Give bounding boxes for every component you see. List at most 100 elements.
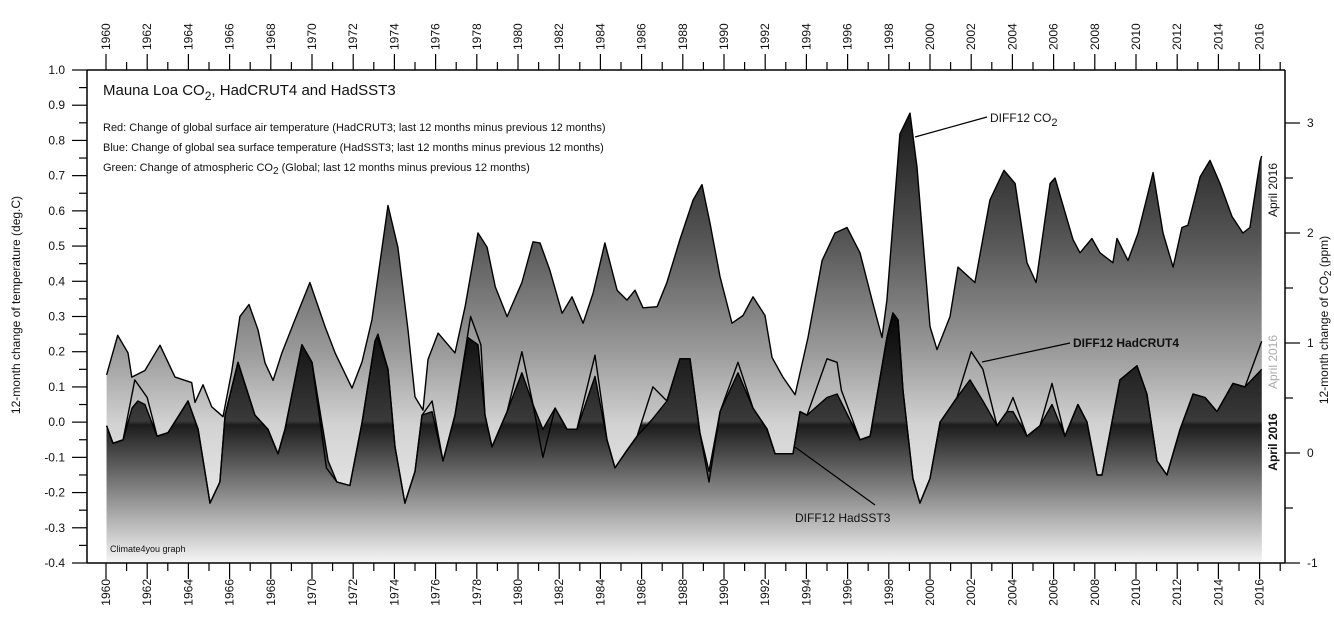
x-tick-label-top: 1966 xyxy=(223,23,237,50)
x-tick-label-bottom: 2016 xyxy=(1253,579,1267,606)
title-post: , HadCRUT4 and HadSST3 xyxy=(211,82,395,99)
x-tick-label-top: 1982 xyxy=(552,23,566,50)
right-title-sub: 2 xyxy=(1323,270,1334,276)
y-tick-label-left: 0.9 xyxy=(48,98,65,112)
x-tick-label-bottom: 1990 xyxy=(717,579,731,606)
x-tick-label-top: 1976 xyxy=(429,23,443,50)
x-tick-label-bottom: 1984 xyxy=(593,579,607,606)
x-tick-label-top: 2014 xyxy=(1211,23,1225,50)
y-tick-label-left: 0.8 xyxy=(48,133,65,147)
y-tick-label-right: 0 xyxy=(1307,446,1314,460)
y-tick-label-left: 0.3 xyxy=(48,310,65,324)
y-tick-label-left: 0.7 xyxy=(48,169,65,183)
x-tick-label-top: 1988 xyxy=(676,23,690,50)
x-tick-label-bottom: 2014 xyxy=(1211,579,1225,606)
x-tick-label-top: 1968 xyxy=(264,23,278,50)
end-label-hadcrut4: April 2016 xyxy=(1266,335,1280,389)
x-tick-label-top: 2000 xyxy=(923,23,937,50)
line-hadsst3 xyxy=(105,312,1263,504)
annot-co2-pre: DIFF12 CO xyxy=(990,111,1051,125)
end-label-co2: April 2016 xyxy=(1266,163,1280,217)
x-tick-label-top: 2004 xyxy=(1005,23,1019,50)
annot-co2-sub: 2 xyxy=(1051,117,1057,129)
x-tick-label-top: 1980 xyxy=(511,23,525,50)
x-tick-label-top: 1960 xyxy=(99,23,113,50)
chart-title: Mauna Loa CO2, HadCRUT4 and HadSST3 xyxy=(103,82,396,103)
end-label-hadsst3: April 2016 xyxy=(1266,413,1280,471)
y-tick-label-left: -0.3 xyxy=(44,521,65,535)
annotation-leader-hadsst3 xyxy=(794,446,876,506)
line-co2 xyxy=(105,112,1263,418)
y-axis-right-title: 12-month change of CO2 (ppm) xyxy=(1317,236,1334,404)
x-tick-label-bottom: 1982 xyxy=(552,579,566,606)
y-tick-label-right: 1 xyxy=(1307,336,1314,350)
y-tick-label-left: 0.4 xyxy=(48,274,65,288)
x-tick-label-bottom: 1962 xyxy=(140,579,154,606)
title-sub: 2 xyxy=(205,89,212,103)
x-tick-label-bottom: 1994 xyxy=(799,579,813,606)
annotation-leader-co2 xyxy=(914,116,988,138)
y-tick-label-left: -0.4 xyxy=(44,556,65,570)
x-tick-label-bottom: 1972 xyxy=(346,579,360,606)
legend-green-post: (Global; last 12 months minus previous 1… xyxy=(279,162,530,174)
legend-red: Red: Change of global surface air temper… xyxy=(103,122,606,134)
annotation-hadsst3: DIFF12 HadSST3 xyxy=(795,511,891,525)
title-pre: Mauna Loa CO xyxy=(103,82,205,99)
x-tick-label-top: 2012 xyxy=(1170,23,1184,50)
x-tick-label-top: 1964 xyxy=(181,23,195,50)
x-tick-label-bottom: 1988 xyxy=(676,579,690,606)
x-tick-label-bottom: 1974 xyxy=(387,579,401,606)
y-tick-label-left: -0.1 xyxy=(44,450,65,464)
x-tick-label-bottom: 1996 xyxy=(841,579,855,606)
y-axis-left-title: 12-month change of temperature (deg.C) xyxy=(9,196,23,414)
x-tick-label-bottom: 1964 xyxy=(181,579,195,606)
y-tick-label-left: 0.6 xyxy=(48,204,65,218)
y-tick-label-right: 2 xyxy=(1307,226,1314,240)
y-tick-label-left: 0.2 xyxy=(48,345,65,359)
x-tick-label-top: 1974 xyxy=(387,23,401,50)
x-tick-label-top: 1994 xyxy=(799,23,813,50)
x-tick-label-top: 1978 xyxy=(470,23,484,50)
x-tick-label-bottom: 2008 xyxy=(1088,579,1102,606)
x-tick-label-bottom: 2004 xyxy=(1005,579,1019,606)
y-tick-label-left: 1.0 xyxy=(48,63,65,77)
legend-green: Green: Change of atmospheric CO2 (Global… xyxy=(103,162,530,177)
x-tick-label-top: 1970 xyxy=(305,23,319,50)
plot-area xyxy=(105,112,1263,563)
annotation-leader-hadcrut4 xyxy=(981,342,1071,363)
x-tick-label-bottom: 1960 xyxy=(99,579,113,606)
x-tick-label-top: 1986 xyxy=(635,23,649,50)
x-tick-label-bottom: 1986 xyxy=(635,579,649,606)
x-tick-label-top: 2016 xyxy=(1253,23,1267,50)
x-tick-label-top: 2008 xyxy=(1088,23,1102,50)
y-tick-label-left: 0.0 xyxy=(48,415,65,429)
x-tick-label-top: 1992 xyxy=(758,23,772,50)
annotation-co2: DIFF12 CO2 xyxy=(990,111,1057,129)
x-tick-label-bottom: 1980 xyxy=(511,579,525,606)
x-tick-label-top: 2010 xyxy=(1129,23,1143,50)
credit-label: Climate4you graph xyxy=(110,544,186,554)
x-tick-label-bottom: 1966 xyxy=(223,579,237,606)
y-tick-label-left: -0.2 xyxy=(44,486,65,500)
x-tick-label-bottom: 2002 xyxy=(964,579,978,606)
x-tick-label-top: 1984 xyxy=(593,23,607,50)
y-tick-label-right: -1 xyxy=(1307,556,1318,570)
x-tick-label-top: 1996 xyxy=(841,23,855,50)
y-tick-label-left: 0.5 xyxy=(48,239,65,253)
x-tick-label-bottom: 1968 xyxy=(264,579,278,606)
y-tick-label-left: 0.1 xyxy=(48,380,65,394)
x-tick-label-bottom: 1998 xyxy=(882,579,896,606)
y-tick-label-right: 3 xyxy=(1307,116,1314,130)
x-tick-label-bottom: 2000 xyxy=(923,579,937,606)
x-tick-label-top: 1962 xyxy=(140,23,154,50)
legend-green-pre: Green: Change of atmospheric CO xyxy=(103,162,273,174)
axes: 1960 1960 1962 1962 1964 1964 1966 1966 1968 1968… xyxy=(44,23,1318,606)
x-tick-label-top: 2002 xyxy=(964,23,978,50)
x-tick-label-bottom: 1976 xyxy=(429,579,443,606)
x-tick-label-bottom: 1978 xyxy=(470,579,484,606)
x-tick-label-bottom: 1970 xyxy=(305,579,319,606)
x-tick-label-top: 1990 xyxy=(717,23,731,50)
legend-green-sub: 2 xyxy=(273,166,279,177)
x-tick-label-bottom: 2006 xyxy=(1047,579,1061,606)
